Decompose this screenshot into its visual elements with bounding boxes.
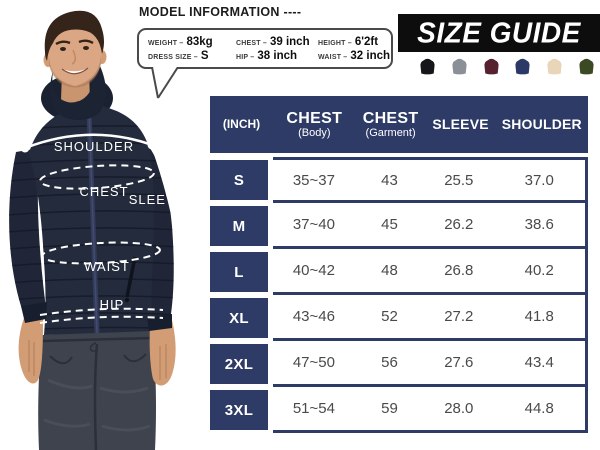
cell-sleeve: 25.5: [444, 171, 474, 189]
speech-bubble-tail: [151, 67, 179, 99]
size-label: L: [210, 252, 268, 292]
shoulder-measure-label: SHOULDER: [54, 139, 134, 154]
column-header-chest-garment: CHEST (Garment): [356, 96, 426, 153]
cell-shoulder: 43.4: [524, 354, 554, 371]
size-row-values: 35~37 43 25.5 37.0: [273, 157, 588, 203]
waist-measure-label: WAIST: [84, 259, 130, 274]
jacket-swatch-burgundy: [484, 58, 499, 75]
jacket-swatch-olive: [579, 58, 594, 75]
model-stat-dress-size: DRESS SIZE – S: [148, 50, 236, 62]
cell-shoulder: 38.6: [524, 216, 554, 233]
size-label: XL: [210, 298, 268, 338]
stat-value: S: [200, 49, 209, 62]
size-label: M: [210, 206, 268, 246]
cell-chest-body: 43~46: [292, 308, 335, 325]
cell-chest-body: 37~40: [292, 216, 335, 233]
cell-chest-garment: 48: [381, 262, 398, 279]
cell-chest-garment: 59: [381, 400, 398, 417]
size-row-l: L 40~42 48 26.8 40.2: [210, 249, 588, 295]
size-row-values: 51~54 59 28.0 44.8: [273, 387, 588, 433]
cell-chest-garment: 43: [381, 171, 398, 189]
stat-label: HIP –: [236, 53, 255, 61]
stat-value: 39 inch: [269, 35, 310, 48]
color-swatch-row: [419, 57, 595, 76]
sleeve-end-point: [183, 312, 191, 320]
cell-shoulder: 37.0: [524, 171, 554, 189]
model-stat-height: HEIGHT – 6'2ft: [318, 36, 391, 48]
size-row-2xl: 2XL 47~50 56 27.6 43.4: [210, 341, 588, 387]
size-row-values: 40~42 48 26.8 40.2: [273, 249, 588, 295]
jacket-swatch-black: [420, 58, 435, 75]
jacket-swatch-navy: [515, 58, 530, 75]
chest-measure-label: CHEST: [79, 184, 128, 199]
stat-value: 32 inch: [350, 49, 391, 62]
size-row-m: M 37~40 45 26.2 38.6: [210, 203, 588, 249]
size-row-values: 37~40 45 26.2 38.6: [273, 203, 588, 249]
size-row-s: S 35~37 43 25.5 37.0: [210, 157, 588, 203]
cell-chest-garment: 56: [381, 354, 398, 371]
size-label: 2XL: [210, 344, 268, 384]
size-guide-banner: SIZE GUIDE: [398, 14, 600, 52]
cell-shoulder: 40.2: [524, 262, 554, 279]
size-label: S: [210, 160, 268, 200]
stat-label: WEIGHT –: [148, 39, 184, 47]
size-chart-header: (INCH) CHEST (Body) CHEST (Garment) SLEE…: [210, 96, 588, 153]
column-title: CHEST: [286, 109, 343, 127]
stat-value: 6'2ft: [354, 35, 379, 48]
column-subtitle: (Garment): [365, 127, 416, 140]
cell-chest-body: 40~42: [292, 262, 335, 279]
column-title: CHEST: [362, 109, 419, 127]
column-subtitle: (Body): [298, 127, 331, 140]
cell-sleeve: 26.2: [444, 216, 474, 233]
size-row-values: 47~50 56 27.6 43.4: [273, 341, 588, 387]
cell-shoulder: 44.8: [524, 400, 554, 417]
model-stat-chest: CHEST – 39 inch: [236, 36, 318, 48]
jacket-swatch-beige: [547, 58, 562, 75]
model-stat-waist: WAIST – 32 inch: [318, 50, 391, 62]
model-illustration: [9, 10, 176, 450]
cell-sleeve: 26.8: [444, 262, 474, 279]
shoulder-point-left: [20, 143, 30, 153]
cell-shoulder: 41.8: [524, 308, 554, 325]
hip-measure-label: HIP: [100, 297, 125, 312]
column-header-shoulder: SHOULDER: [496, 96, 588, 153]
sleeve-measure-label: SLEEVE: [129, 192, 186, 207]
measurement-overlay: SHOULDER CHEST SLEEVE WAIST HIP: [20, 133, 191, 324]
stat-label: DRESS SIZE –: [148, 53, 198, 61]
size-label: 3XL: [210, 390, 268, 430]
cell-chest-garment: 45: [381, 216, 398, 233]
cell-chest-body: 35~37: [292, 171, 335, 189]
cell-chest-garment: 52: [381, 308, 398, 325]
unit-header: (INCH): [222, 116, 261, 131]
size-row-values: 43~46 52 27.2 41.8: [273, 295, 588, 341]
model-photo: SHOULDER CHEST SLEEVE WAIST HIP: [9, 10, 191, 450]
cell-sleeve: 27.2: [444, 308, 474, 325]
model-info-title: MODEL INFORMATION ----: [139, 5, 302, 19]
stat-value: 38 inch: [257, 49, 298, 62]
size-guide-title: SIZE GUIDE: [417, 16, 581, 49]
model-stat-hip: HIP – 38 inch: [236, 50, 318, 62]
size-chart-rows: S 35~37 43 25.5 37.0 M 37~40 45 26.2 38.…: [210, 157, 588, 433]
model-info-bubble: WEIGHT – 83kg CHEST – 39 inch HEIGHT – 6…: [137, 28, 393, 69]
jacket-swatch-gray: [452, 58, 467, 75]
stat-label: HEIGHT –: [318, 39, 352, 47]
model-stat-weight: WEIGHT – 83kg: [148, 36, 236, 48]
column-title: SLEEVE: [432, 115, 489, 132]
cell-chest-body: 47~50: [292, 354, 335, 371]
cell-chest-body: 51~54: [292, 400, 335, 417]
cell-sleeve: 27.6: [444, 354, 474, 371]
column-header-sleeve: SLEEVE: [426, 96, 496, 153]
size-row-3xl: 3XL 51~54 59 28.0 44.8: [210, 387, 588, 433]
stat-label: CHEST –: [236, 39, 267, 47]
column-header-chest-body: CHEST (Body): [273, 96, 356, 153]
column-title: SHOULDER: [501, 115, 582, 132]
cell-sleeve: 28.0: [444, 400, 474, 417]
stat-label: WAIST –: [318, 53, 348, 61]
stat-value: 83kg: [186, 35, 213, 48]
size-row-xl: XL 43~46 52 27.2 41.8: [210, 295, 588, 341]
